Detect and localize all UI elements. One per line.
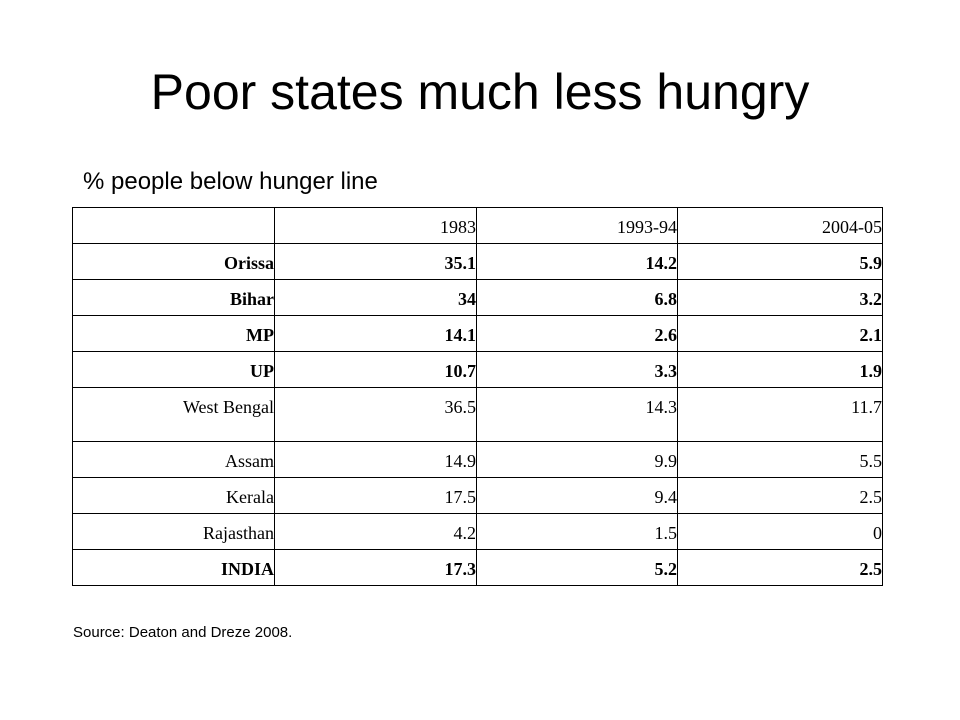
value-cell: 10.7	[274, 351, 477, 388]
value-cell: 1.9	[677, 351, 883, 388]
table-row: Bihar 34 6.8 3.2	[72, 279, 883, 316]
value-cell: 14.1	[274, 315, 477, 352]
value-cell: 4.2	[274, 513, 477, 550]
table-row: Rajasthan 4.2 1.5 0	[72, 513, 883, 550]
table-row: MP 14.1 2.6 2.1	[72, 315, 883, 352]
value-cell: 1.5	[476, 513, 678, 550]
value-cell: 9.4	[476, 477, 678, 514]
table-row: UP 10.7 3.3 1.9	[72, 351, 883, 388]
value-cell: 35.1	[274, 243, 477, 280]
value-cell: 14.2	[476, 243, 678, 280]
value-cell: 2.6	[476, 315, 678, 352]
hunger-table: 1983 1993-94 2004-05 Orissa 35.1 14.2 5.…	[72, 207, 883, 586]
value-cell: 17.5	[274, 477, 477, 514]
state-name-cell: Assam	[72, 441, 275, 478]
value-cell: 14.9	[274, 441, 477, 478]
value-cell: 9.9	[476, 441, 678, 478]
value-cell: 17.3	[274, 549, 477, 586]
value-cell: 14.3	[476, 387, 678, 442]
table-header-row: 1983 1993-94 2004-05	[72, 207, 883, 244]
value-cell: 3.2	[677, 279, 883, 316]
state-name-cell: Kerala	[72, 477, 275, 514]
value-cell: 2.1	[677, 315, 883, 352]
value-cell: 2.5	[677, 477, 883, 514]
state-name-cell: Orissa	[72, 243, 275, 280]
header-cell-year: 1983	[274, 207, 477, 244]
state-name-cell: West Bengal	[72, 387, 275, 442]
source-note: Source: Deaton and Dreze 2008.	[73, 624, 293, 641]
value-cell: 6.8	[476, 279, 678, 316]
value-cell: 3.3	[476, 351, 678, 388]
value-cell: 5.9	[677, 243, 883, 280]
header-cell-corner	[72, 207, 275, 244]
state-name-cell: INDIA	[72, 549, 275, 586]
table-row: Assam 14.9 9.9 5.5	[72, 441, 883, 478]
value-cell: 2.5	[677, 549, 883, 586]
state-name-cell: MP	[72, 315, 275, 352]
value-cell: 0	[677, 513, 883, 550]
value-cell: 5.2	[476, 549, 678, 586]
state-name-cell: UP	[72, 351, 275, 388]
table-row: West Bengal 36.5 14.3 11.7	[72, 387, 883, 442]
table-row: Orissa 35.1 14.2 5.9	[72, 243, 883, 280]
value-cell: 11.7	[677, 387, 883, 442]
header-cell-year: 2004-05	[677, 207, 883, 244]
table-row-total: INDIA 17.3 5.2 2.5	[72, 549, 883, 586]
state-name-cell: Bihar	[72, 279, 275, 316]
slide-title: Poor states much less hungry	[150, 64, 810, 120]
value-cell: 34	[274, 279, 477, 316]
header-cell-year: 1993-94	[476, 207, 678, 244]
table-caption: % people below hunger line	[83, 168, 378, 195]
table-row: Kerala 17.5 9.4 2.5	[72, 477, 883, 514]
value-cell: 36.5	[274, 387, 477, 442]
value-cell: 5.5	[677, 441, 883, 478]
state-name-cell: Rajasthan	[72, 513, 275, 550]
